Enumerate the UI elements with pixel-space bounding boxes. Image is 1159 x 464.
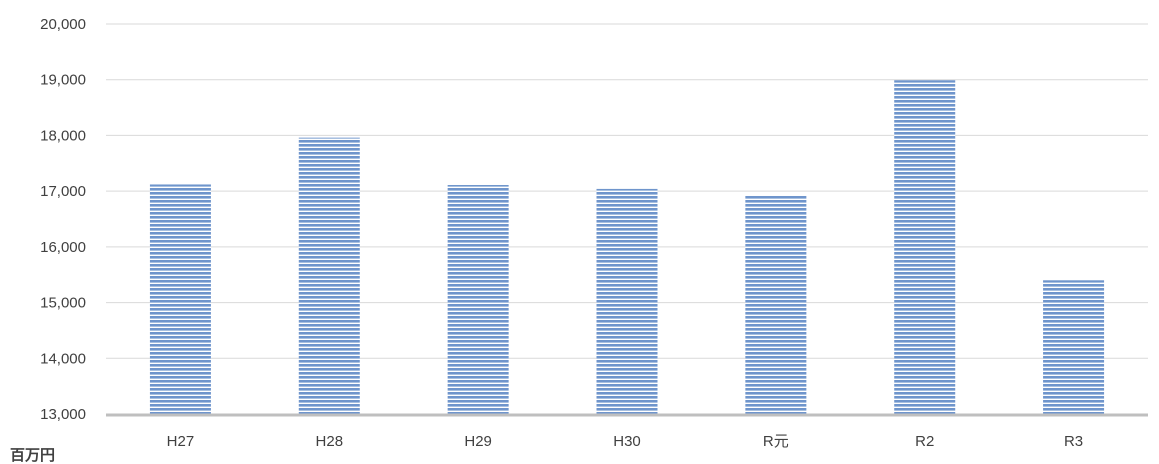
x-tick-label: H29 [464, 433, 492, 450]
y-tick-label: 14,000 [40, 350, 86, 367]
x-tick-label: R元 [763, 433, 789, 450]
y-tick-label: 19,000 [40, 72, 86, 89]
x-tick-label: H30 [613, 433, 641, 450]
y-tick-label: 15,000 [40, 295, 86, 312]
x-axis-labels: H27 H28 H29 H30 R元 R2 R3 [167, 433, 1084, 450]
y-tick-label: 13,000 [40, 406, 86, 423]
y-tick-label: 17,000 [40, 183, 86, 200]
y-tick-label: 20,000 [40, 16, 86, 33]
bar-H27 [150, 184, 211, 414]
unit-label: 百万円 [10, 446, 55, 464]
y-tick-label: 18,000 [40, 127, 86, 144]
bar-R2 [894, 80, 955, 414]
x-tick-label: H28 [316, 433, 344, 450]
bar-R元 [745, 196, 806, 414]
bar-H28 [299, 138, 360, 414]
x-tick-label: R2 [915, 433, 934, 450]
x-tick-label: H27 [167, 433, 195, 450]
bar-H30 [597, 189, 658, 414]
x-tick-label: R3 [1064, 433, 1083, 450]
y-tick-label: 16,000 [40, 239, 86, 256]
y-axis-ticks: 13,000 14,000 15,000 16,000 17,000 18,000 19,0… [40, 16, 86, 423]
bar-R3 [1043, 280, 1104, 414]
bar-H29 [448, 185, 509, 414]
